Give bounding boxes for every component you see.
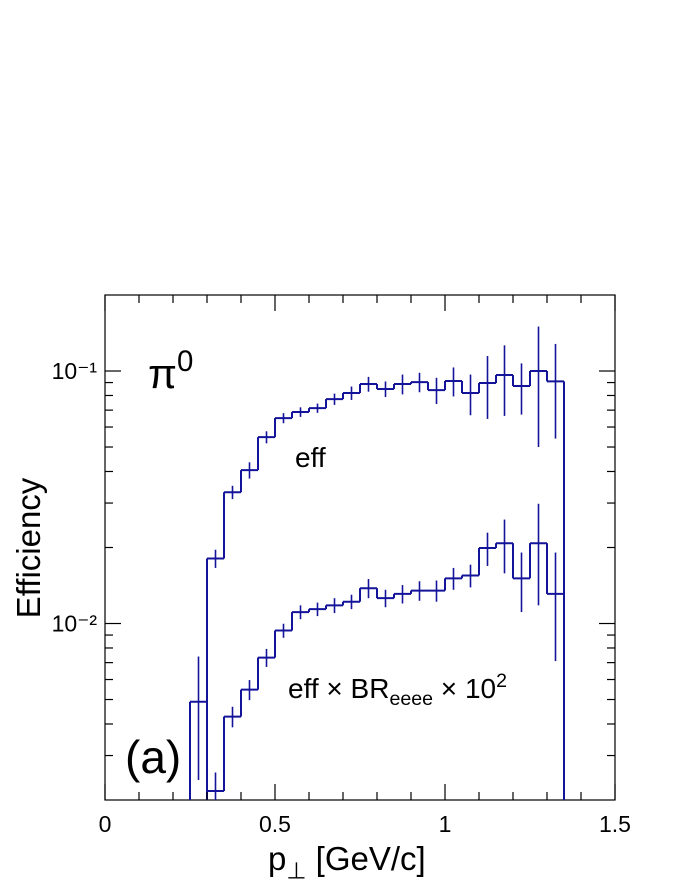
x-tick-label: 0.5 bbox=[259, 811, 291, 837]
annotation: eff × BReeee × 102 bbox=[288, 670, 507, 710]
x-tick-label: 1.5 bbox=[599, 811, 631, 837]
y-tick-label: 10⁻² bbox=[52, 611, 98, 637]
x-axis-label: p⊥ [GeV/c] bbox=[268, 840, 426, 883]
x-tick-label: 0 bbox=[99, 811, 112, 837]
annotation-text: π bbox=[148, 350, 177, 397]
annotation-text: eff × BR bbox=[288, 673, 389, 704]
annotation-after: × 10 bbox=[433, 673, 496, 704]
y-tick-label: 10⁻¹ bbox=[52, 358, 98, 384]
x-tick-label: 1 bbox=[439, 811, 452, 837]
y-axis-label: Efficiency bbox=[10, 477, 47, 618]
annotation-text: eff bbox=[295, 442, 326, 473]
plot-area bbox=[189, 326, 565, 800]
annotation: π0 bbox=[148, 345, 193, 397]
annotation: (a) bbox=[125, 731, 181, 783]
annotation-sup: 2 bbox=[496, 670, 507, 692]
annotation-sub: eeee bbox=[389, 688, 433, 710]
annotation: eff bbox=[295, 442, 326, 473]
x-axis-label-text: p bbox=[268, 840, 286, 877]
x-axis-label-sub: ⊥ bbox=[286, 857, 306, 883]
annotation-text: (a) bbox=[125, 731, 181, 783]
x-axis-label-after: [GeV/c] bbox=[306, 840, 425, 877]
annotation-sup: 0 bbox=[177, 345, 193, 378]
